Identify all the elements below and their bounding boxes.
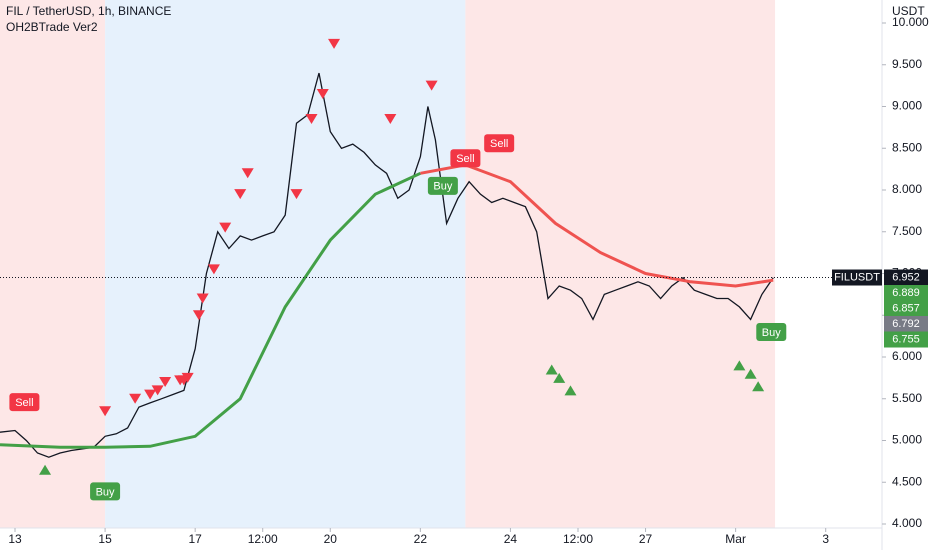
price-tag-box <box>884 316 928 333</box>
y-tick-label: 5.500 <box>892 391 922 405</box>
y-tick-label: 7.500 <box>892 224 922 238</box>
x-tick-label: 13 <box>8 532 22 546</box>
zone <box>465 0 776 528</box>
x-tick-label: 12:00 <box>563 532 593 546</box>
price-tag: 6.755 <box>892 333 920 345</box>
buy-marker <box>553 372 566 383</box>
signal-label: Buy <box>762 327 781 339</box>
y-tick-label: 10.000 <box>892 15 929 29</box>
line-series <box>420 163 774 288</box>
symbol-tag: FILUSDT <box>834 271 880 283</box>
sell-marker <box>99 406 112 417</box>
x-tick-label: 17 <box>188 532 202 546</box>
signal-box <box>427 176 458 195</box>
buy-marker <box>545 364 558 375</box>
signal-label: Buy <box>96 486 115 498</box>
signal-box <box>90 482 121 501</box>
buy-marker <box>39 464 52 475</box>
price-tag: 6.792 <box>892 318 920 330</box>
y-tick-label: 4.000 <box>892 516 922 530</box>
x-tick-label: 20 <box>324 532 338 546</box>
buy-marker <box>752 381 765 392</box>
zone <box>0 0 106 528</box>
sell-marker <box>425 80 438 91</box>
sell-marker <box>181 372 194 383</box>
sell-marker <box>196 293 209 304</box>
zone <box>105 0 466 528</box>
price-tag-box <box>884 269 928 286</box>
sell-marker <box>316 88 329 99</box>
buy-marker <box>733 360 746 371</box>
x-tick-label: Mar <box>725 532 746 546</box>
price-tag-box <box>884 300 928 317</box>
chart-title: FIL / TetherUSD, 1h, BINANCE <box>6 4 171 18</box>
sell-marker <box>384 114 397 125</box>
y-tick-label: 9.000 <box>892 99 922 113</box>
x-tick-label: 12:00 <box>248 532 278 546</box>
sell-marker <box>234 189 247 200</box>
sell-marker <box>305 114 318 125</box>
y-tick-label: 6.000 <box>892 349 922 363</box>
y-tick-label: 9.500 <box>892 57 922 71</box>
y-tick-label: 8.500 <box>892 140 922 154</box>
signal-box <box>450 149 481 168</box>
x-tick-label: 27 <box>639 532 653 546</box>
indicator-name: OH2BTrade Ver2 <box>6 20 98 34</box>
signal-label: Sell <box>15 397 33 409</box>
price-tag: 6.952 <box>892 271 920 283</box>
signal-label: Buy <box>433 181 452 193</box>
sell-marker <box>144 389 157 400</box>
sell-marker <box>219 222 232 233</box>
x-tick-label: 24 <box>504 532 518 546</box>
price-tag-box <box>884 331 928 348</box>
symbol-tag-box <box>832 269 882 286</box>
y-axis-label: USDT <box>892 4 925 18</box>
y-tick-label: 4.500 <box>892 474 922 488</box>
sell-marker <box>241 168 254 179</box>
y-tick-label: 5.000 <box>892 433 922 447</box>
signal-box <box>9 393 40 412</box>
sell-marker <box>159 377 172 388</box>
sell-marker <box>151 385 164 396</box>
signal-box <box>484 134 515 153</box>
buy-marker <box>564 385 577 396</box>
signal-box <box>756 322 787 341</box>
signal-label: Sell <box>456 153 474 165</box>
y-tick-label: 8.000 <box>892 182 922 196</box>
sell-marker <box>290 189 303 200</box>
sell-marker <box>192 310 205 321</box>
x-tick-label: 15 <box>98 532 112 546</box>
price-tag: 6.857 <box>892 302 920 314</box>
x-tick-label: 3 <box>822 532 829 546</box>
line-series <box>0 171 422 449</box>
sell-marker <box>328 38 341 49</box>
sell-marker <box>207 264 220 275</box>
signal-label: Sell <box>490 138 508 150</box>
sell-marker <box>129 393 142 404</box>
buy-marker <box>744 368 757 379</box>
price-tag: 6.889 <box>892 287 920 299</box>
price-tag-box <box>884 285 928 302</box>
x-tick-label: 22 <box>414 532 428 546</box>
